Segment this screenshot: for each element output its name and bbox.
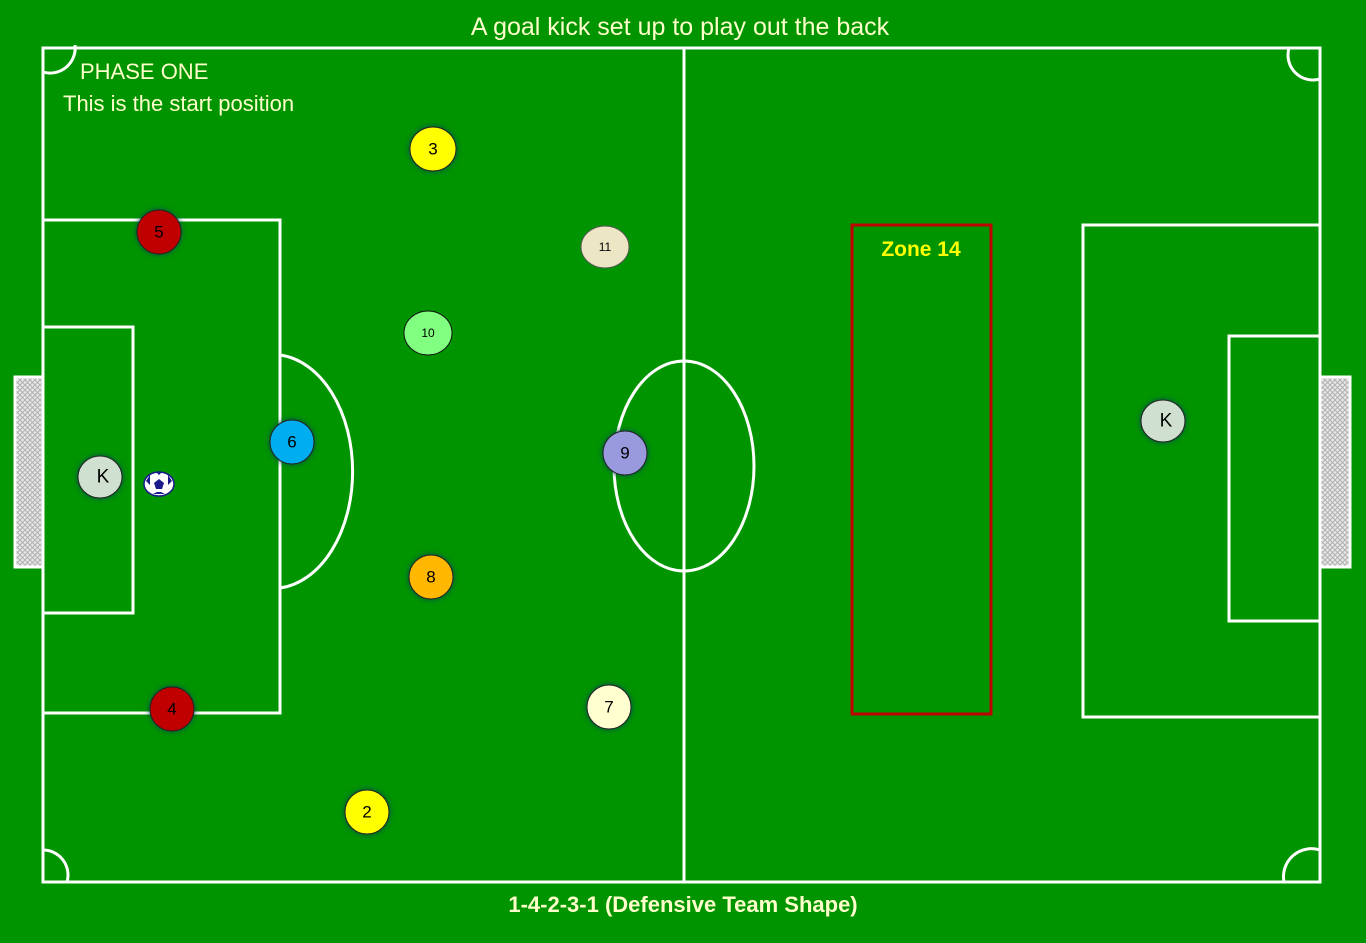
svg-text:11: 11 — [599, 240, 612, 254]
zone-14-area — [850, 223, 993, 716]
corner-arc-top-left — [42, 44, 77, 75]
player-goalkeeper-right[interactable]: K — [1140, 399, 1186, 443]
svg-text:8: 8 — [426, 568, 435, 587]
svg-text:3: 3 — [428, 140, 437, 159]
diagram-title: A goal kick set up to play out the back — [471, 13, 890, 41]
player-3[interactable]: 3 — [409, 126, 457, 172]
formation-caption: 1-4-2-3-1 (Defensive Team Shape) — [508, 892, 857, 917]
player-11[interactable]: 11 — [580, 225, 630, 269]
svg-text:2: 2 — [362, 803, 371, 822]
zone-14-label: Zone 14 — [881, 238, 961, 261]
svg-text:9: 9 — [620, 444, 629, 463]
corner-arc-top-right — [1286, 47, 1321, 82]
left-six-yard-box — [41, 325, 135, 615]
corner-arc-bottom-left — [42, 848, 70, 883]
svg-text:7: 7 — [604, 698, 613, 717]
svg-text:K: K — [97, 467, 110, 488]
player-6[interactable]: 6 — [269, 419, 315, 465]
svg-text:10: 10 — [421, 326, 435, 340]
pitch-markings — [41, 44, 1322, 884]
svg-text:6: 6 — [287, 433, 296, 452]
corner-arc-bottom-right — [1282, 847, 1321, 883]
player-2[interactable]: 2 — [344, 789, 390, 835]
player-7[interactable]: 7 — [586, 684, 632, 730]
player-5[interactable]: 5 — [136, 209, 182, 255]
player-9[interactable]: 9 — [602, 430, 648, 476]
player-goalkeeper-left[interactable]: K — [77, 455, 123, 499]
left-goal — [13, 375, 45, 569]
phase-label: PHASE ONE — [80, 59, 208, 84]
soccer-ball-icon[interactable] — [143, 471, 175, 497]
svg-text:K: K — [1160, 411, 1173, 432]
svg-text:4: 4 — [167, 700, 176, 719]
player-4[interactable]: 4 — [149, 686, 195, 732]
players: 3 5 11 10 6 K 9 8 4 7 2 K — [77, 126, 1186, 835]
svg-text:5: 5 — [154, 223, 163, 242]
player-10[interactable]: 10 — [403, 310, 453, 356]
left-penalty-arc — [279, 353, 355, 590]
right-six-yard-box — [1227, 334, 1322, 623]
right-goal — [1318, 375, 1352, 569]
player-8[interactable]: 8 — [408, 554, 454, 600]
phase-note: This is the start position — [63, 91, 294, 116]
